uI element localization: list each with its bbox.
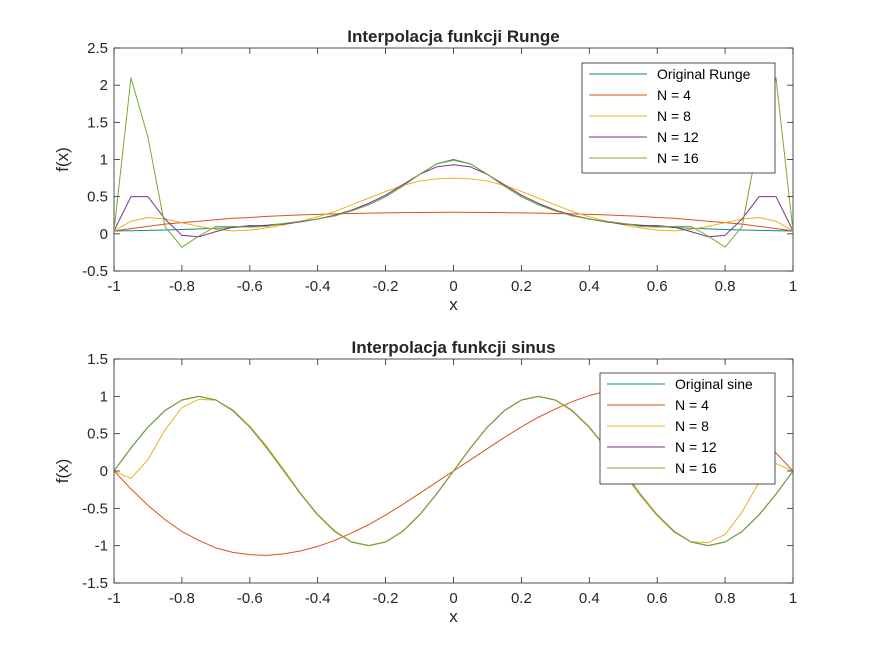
runge-x-tick-label: -0.4 — [305, 278, 331, 295]
sine-y-tick-label: 1 — [100, 388, 108, 405]
runge-series-line-1 — [114, 211, 793, 232]
runge-x-tick-label: 0.6 — [647, 278, 668, 295]
sine-y-tick-label: -0.5 — [82, 500, 108, 517]
sine-y-tick-label: 1.5 — [87, 351, 108, 368]
sine-legend-label-2: N = 8 — [675, 418, 709, 434]
runge-x-axis-label: x — [449, 295, 458, 314]
runge-y-tick-label: 1.5 — [87, 114, 108, 131]
runge-chart-title: Interpolacja funkcji Runge — [347, 27, 560, 46]
runge-legend-label-0: Original Runge — [657, 66, 751, 82]
runge-series-line-3 — [114, 164, 793, 238]
runge-y-tick-label: 1 — [100, 152, 108, 169]
sine-y-tick-label: 0 — [100, 463, 108, 480]
runge-y-tick-label: -0.5 — [82, 263, 108, 280]
sine-x-tick-label: 0.8 — [715, 590, 736, 607]
sine-chart-title: Interpolacja funkcji sinus — [351, 338, 555, 357]
runge-series-line-4 — [114, 77, 793, 248]
sine-x-tick-label: -0.8 — [169, 590, 195, 607]
sine-x-tick-label: 0.4 — [579, 590, 600, 607]
runge-y-tick-label: 2.5 — [87, 40, 108, 57]
runge-x-tick-label: -0.8 — [169, 278, 195, 295]
sine-legend-label-3: N = 12 — [675, 439, 717, 455]
sine-legend: Original sine N = 4 N = 8 N = 12 N = 16 — [599, 372, 776, 485]
sine-x-tick-label: -0.6 — [237, 590, 263, 607]
runge-x-tick-label: 0 — [449, 278, 457, 295]
sine-x-tick-label: 1 — [789, 590, 797, 607]
sine-legend-box — [599, 372, 776, 485]
sine-chart: Interpolacja funkcji sinus -1 -0.8 -0.6 -0.… — [53, 338, 797, 626]
sine-legend-label-0: Original sine — [675, 376, 753, 392]
sine-x-ticks: -1 -0.8 -0.6 -0.4 -0.2 0 0.2 0.4 0.6 0.8 1 — [107, 359, 797, 607]
runge-series-line-0 — [114, 159, 793, 232]
sine-x-axis-label: x — [449, 607, 458, 626]
sine-x-tick-label: -0.2 — [373, 590, 399, 607]
runge-x-ticks: -1 -0.8 -0.6 -0.4 -0.2 0 0.2 0.4 0.6 0.8 1 — [107, 48, 797, 295]
runge-x-tick-label: 0.4 — [579, 278, 600, 295]
sine-x-tick-label: -0.4 — [305, 590, 331, 607]
sine-y-tick-label: -1.5 — [82, 575, 108, 592]
sine-x-tick-label: 0.2 — [511, 590, 532, 607]
sine-x-tick-label: 0.6 — [647, 590, 668, 607]
runge-legend-label-1: N = 4 — [657, 87, 691, 103]
runge-legend-label-2: N = 8 — [657, 108, 691, 124]
runge-x-tick-label: 0.2 — [511, 278, 532, 295]
sine-y-tick-label: 0.5 — [87, 426, 108, 443]
sine-y-tick-label: -1 — [95, 538, 108, 555]
runge-legend-label-3: N = 12 — [657, 129, 699, 145]
sine-y-ticks: -1.5 -1 -0.5 0 0.5 1 1.5 — [82, 351, 793, 592]
runge-legend-box — [581, 62, 776, 174]
sine-x-tick-label: 0 — [449, 590, 457, 607]
sine-legend-label-1: N = 4 — [675, 397, 709, 413]
runge-y-ticks: -0.5 0 0.5 1 1.5 2 2.5 — [82, 40, 793, 280]
runge-y-tick-label: 2 — [100, 77, 108, 94]
runge-x-tick-label: 0.8 — [715, 278, 736, 295]
runge-y-axis-label: f(x) — [53, 147, 72, 172]
runge-x-tick-label: -0.6 — [237, 278, 263, 295]
runge-y-tick-label: 0 — [100, 226, 108, 243]
runge-series-layer — [114, 77, 793, 248]
runge-chart: Interpolacja funkcji Runge -1 -0.8 -0.6 -0.… — [53, 27, 797, 314]
sine-x-tick-label: -1 — [107, 590, 120, 607]
sine-legend-label-4: N = 16 — [675, 460, 717, 476]
runge-legend: Original Runge N = 4 N = 8 N = 12 N = 16 — [581, 62, 776, 174]
runge-legend-label-4: N = 16 — [657, 150, 699, 166]
runge-x-tick-label: 1 — [789, 278, 797, 295]
sine-y-axis-label: f(x) — [53, 459, 72, 484]
runge-x-tick-label: -1 — [107, 278, 120, 295]
runge-y-tick-label: 0.5 — [87, 189, 108, 206]
sine-series-line-4 — [114, 395, 793, 547]
sine-series-layer — [114, 386, 793, 556]
runge-series-line-2 — [114, 177, 793, 232]
runge-x-tick-label: -0.2 — [373, 278, 399, 295]
